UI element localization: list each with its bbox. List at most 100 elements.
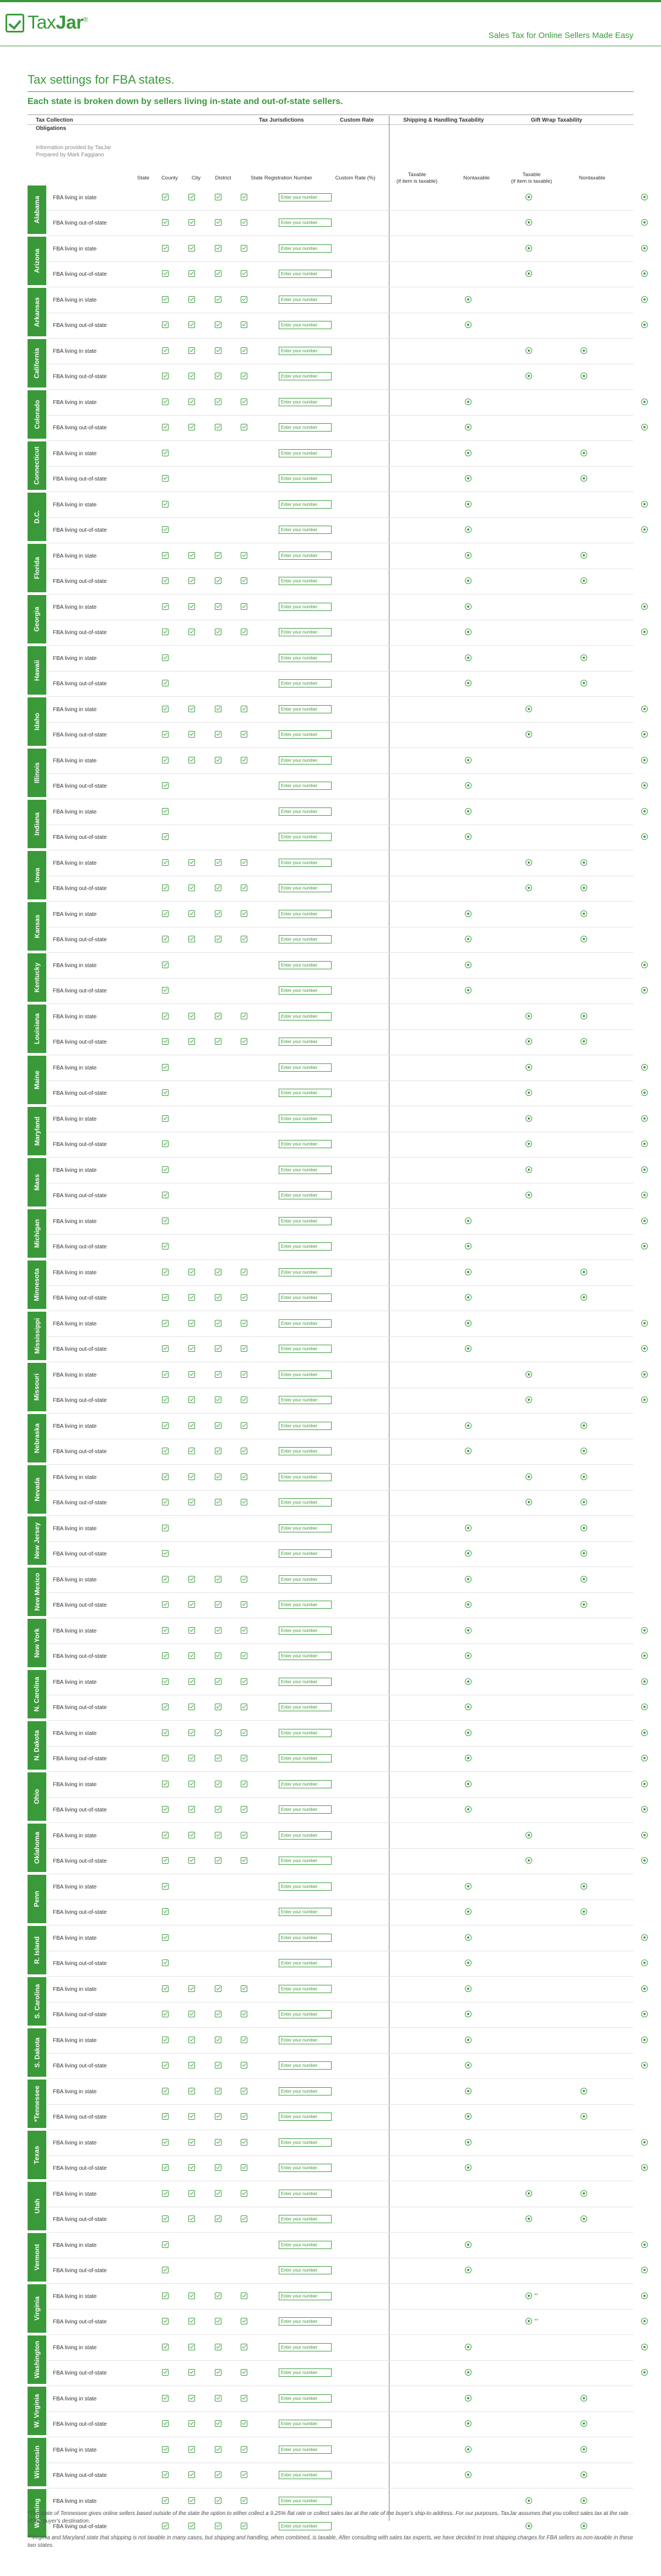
registration-number-input[interactable]: Enter your number xyxy=(279,1959,332,1967)
giftwrap-taxable-radio[interactable] xyxy=(581,1601,587,1608)
registration-number-input[interactable]: Enter your number xyxy=(279,2292,332,2300)
county-checkbox[interactable] xyxy=(188,1294,195,1301)
giftwrap-nontaxable-radio[interactable] xyxy=(641,194,648,200)
city-checkbox[interactable] xyxy=(215,2395,221,2402)
giftwrap-nontaxable-radio[interactable] xyxy=(641,782,648,789)
district-checkbox[interactable] xyxy=(241,1371,247,1378)
city-checkbox[interactable] xyxy=(215,859,221,866)
shipping-taxable-radio[interactable] xyxy=(465,2446,472,2453)
registration-number-input[interactable]: Enter your number xyxy=(279,1166,332,1174)
city-checkbox[interactable] xyxy=(215,885,221,891)
city-checkbox[interactable] xyxy=(215,373,221,379)
registration-number-input[interactable]: Enter your number xyxy=(279,1268,332,1276)
giftwrap-nontaxable-radio[interactable] xyxy=(641,219,648,226)
state-checkbox[interactable] xyxy=(162,2471,169,2478)
giftwrap-taxable-radio[interactable] xyxy=(581,2395,587,2402)
state-checkbox[interactable] xyxy=(162,501,169,507)
county-checkbox[interactable] xyxy=(188,2497,195,2504)
city-checkbox[interactable] xyxy=(215,731,221,738)
registration-number-input[interactable]: Enter your number xyxy=(279,730,332,739)
giftwrap-taxable-radio[interactable] xyxy=(581,1269,587,1275)
city-checkbox[interactable] xyxy=(215,1038,221,1045)
county-checkbox[interactable] xyxy=(188,2062,195,2069)
district-checkbox[interactable] xyxy=(241,2062,247,2069)
giftwrap-taxable-radio[interactable] xyxy=(581,2446,587,2453)
state-checkbox[interactable] xyxy=(162,577,169,584)
registration-number-input[interactable]: Enter your number xyxy=(279,884,332,892)
city-checkbox[interactable] xyxy=(215,424,221,430)
city-checkbox[interactable] xyxy=(215,1422,221,1429)
city-checkbox[interactable] xyxy=(215,2062,221,2069)
county-checkbox[interactable] xyxy=(188,577,195,584)
shipping-taxable-radio[interactable] xyxy=(465,1960,472,1966)
city-checkbox[interactable] xyxy=(215,936,221,942)
state-checkbox[interactable] xyxy=(162,1934,169,1941)
city-checkbox[interactable] xyxy=(215,757,221,763)
registration-number-input[interactable]: Enter your number xyxy=(279,552,332,560)
shipping-nontaxable-radio[interactable] xyxy=(525,1115,532,1122)
giftwrap-nontaxable-radio[interactable] xyxy=(641,962,648,968)
registration-number-input[interactable]: Enter your number xyxy=(279,1729,332,1737)
state-checkbox[interactable] xyxy=(162,1499,169,1505)
district-checkbox[interactable] xyxy=(241,2344,247,2350)
giftwrap-nontaxable-radio[interactable] xyxy=(641,2344,648,2350)
state-checkbox[interactable] xyxy=(162,194,169,200)
registration-number-input[interactable]: Enter your number xyxy=(279,679,332,687)
giftwrap-nontaxable-radio[interactable] xyxy=(641,706,648,712)
giftwrap-nontaxable-radio[interactable] xyxy=(641,1396,648,1403)
registration-number-input[interactable]: Enter your number xyxy=(279,1422,332,1430)
registration-number-input[interactable]: Enter your number xyxy=(279,347,332,355)
registration-number-input[interactable]: Enter your number xyxy=(279,1063,332,1072)
registration-number-input[interactable]: Enter your number xyxy=(279,1038,332,1046)
registration-number-input[interactable]: Enter your number xyxy=(279,2036,332,2044)
shipping-taxable-radio[interactable] xyxy=(465,2037,472,2043)
state-checkbox[interactable] xyxy=(162,1473,169,1480)
giftwrap-nontaxable-radio[interactable] xyxy=(641,1064,648,1071)
giftwrap-taxable-radio[interactable] xyxy=(581,577,587,584)
county-checkbox[interactable] xyxy=(188,1704,195,1710)
county-checkbox[interactable] xyxy=(188,1320,195,1327)
district-checkbox[interactable] xyxy=(241,629,247,635)
state-checkbox[interactable] xyxy=(162,2523,169,2529)
giftwrap-nontaxable-radio[interactable] xyxy=(641,1140,648,1147)
shipping-nontaxable-radio[interactable] xyxy=(525,373,532,379)
state-checkbox[interactable] xyxy=(162,321,169,328)
registration-number-input[interactable]: Enter your number xyxy=(279,2215,332,2223)
state-checkbox[interactable] xyxy=(162,475,169,482)
city-checkbox[interactable] xyxy=(215,1704,221,1710)
city-checkbox[interactable] xyxy=(215,1345,221,1352)
city-checkbox[interactable] xyxy=(215,1473,221,1480)
registration-number-input[interactable]: Enter your number xyxy=(279,372,332,380)
shipping-taxable-radio[interactable] xyxy=(465,577,472,584)
state-checkbox[interactable] xyxy=(162,2062,169,2069)
district-checkbox[interactable] xyxy=(241,731,247,738)
shipping-nontaxable-radio[interactable] xyxy=(525,2190,532,2197)
giftwrap-nontaxable-radio[interactable] xyxy=(641,629,648,635)
registration-number-input[interactable]: Enter your number xyxy=(279,1652,332,1660)
county-checkbox[interactable] xyxy=(188,399,195,405)
shipping-nontaxable-radio[interactable] xyxy=(525,885,532,891)
registration-number-input[interactable]: Enter your number xyxy=(279,321,332,329)
state-checkbox[interactable] xyxy=(162,2497,169,2504)
giftwrap-nontaxable-radio[interactable] xyxy=(641,603,648,610)
county-checkbox[interactable] xyxy=(188,1422,195,1429)
county-checkbox[interactable] xyxy=(188,2318,195,2324)
shipping-taxable-radio[interactable] xyxy=(465,1678,472,1685)
state-checkbox[interactable] xyxy=(162,1960,169,1966)
county-checkbox[interactable] xyxy=(188,1499,195,1505)
giftwrap-taxable-radio[interactable] xyxy=(581,2215,587,2222)
registration-number-input[interactable]: Enter your number xyxy=(279,2343,332,2351)
state-checkbox[interactable] xyxy=(162,629,169,635)
shipping-nontaxable-radio[interactable] xyxy=(525,2293,532,2299)
shipping-taxable-radio[interactable] xyxy=(465,1908,472,1915)
giftwrap-taxable-radio[interactable] xyxy=(581,347,587,354)
shipping-taxable-radio[interactable] xyxy=(465,910,472,917)
giftwrap-nontaxable-radio[interactable] xyxy=(641,1371,648,1378)
state-checkbox[interactable] xyxy=(162,2344,169,2350)
district-checkbox[interactable] xyxy=(241,2395,247,2402)
county-checkbox[interactable] xyxy=(188,2471,195,2478)
city-checkbox[interactable] xyxy=(215,1013,221,1019)
city-checkbox[interactable] xyxy=(215,245,221,252)
shipping-nontaxable-radio[interactable] xyxy=(525,270,532,277)
city-checkbox[interactable] xyxy=(215,2113,221,2120)
